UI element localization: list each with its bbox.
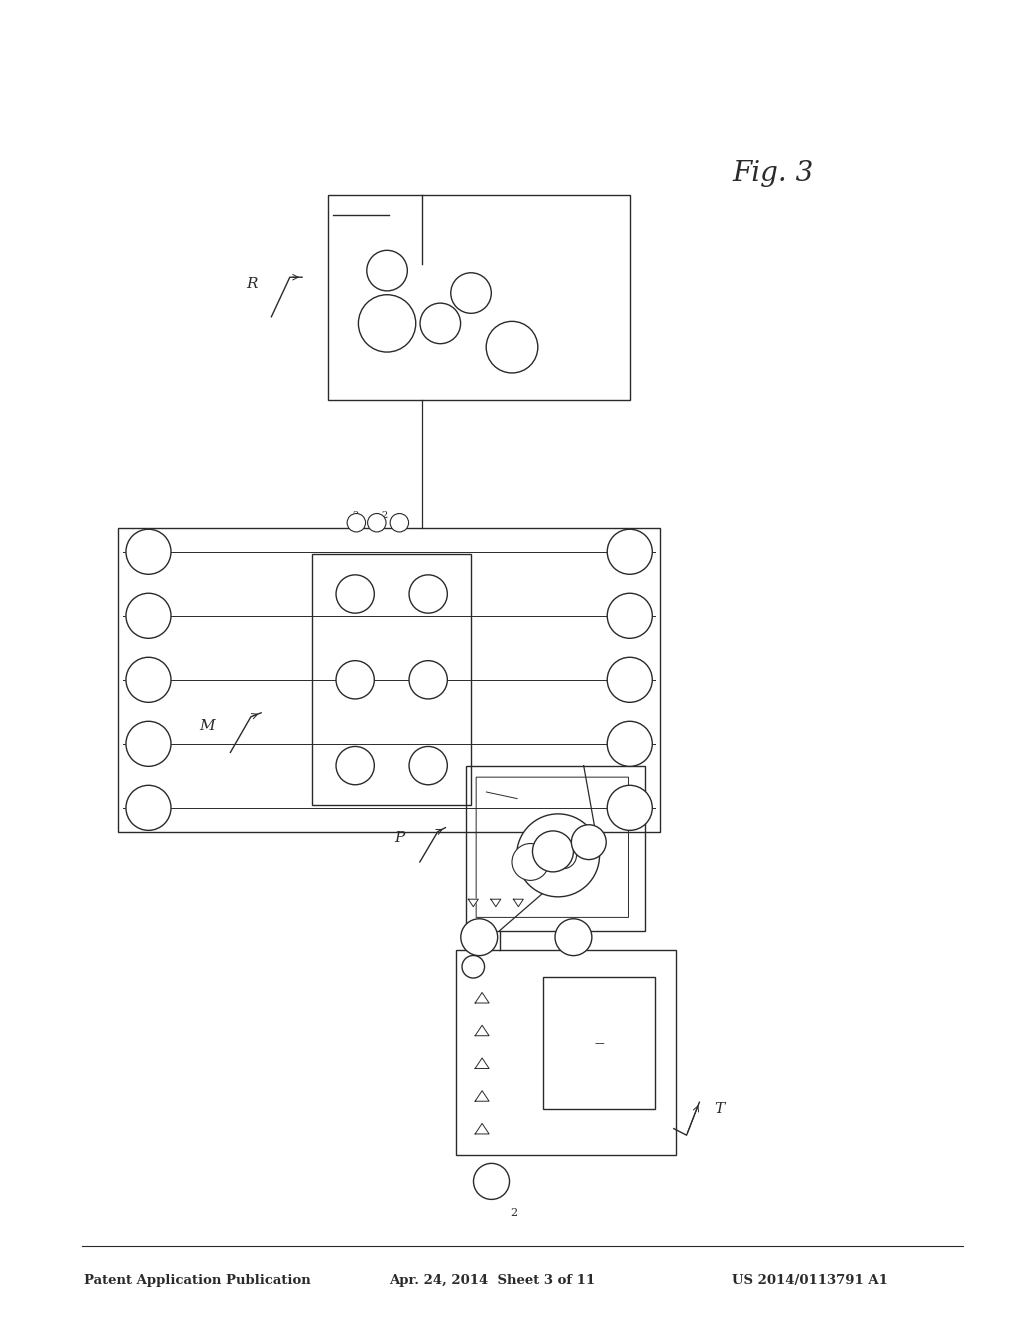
Circle shape [367,251,408,290]
Text: 2: 2 [381,511,387,520]
Circle shape [409,660,447,700]
Circle shape [512,843,549,880]
Text: 2: 2 [510,1208,517,1218]
Text: P: P [394,832,404,845]
Text: —: — [594,1038,604,1048]
Circle shape [126,657,171,702]
Circle shape [336,746,375,785]
Polygon shape [475,1057,489,1068]
Text: 2': 2' [466,933,475,942]
Text: Apr. 24, 2014  Sheet 3 of 11: Apr. 24, 2014 Sheet 3 of 11 [389,1274,595,1287]
Bar [543,977,655,1109]
Bar [456,950,676,1155]
Polygon shape [513,899,523,907]
Circle shape [461,919,498,956]
Bar [312,554,471,805]
Circle shape [420,304,461,343]
Circle shape [347,513,366,532]
Bar [118,528,660,832]
Circle shape [555,919,592,956]
Circle shape [409,574,447,614]
Circle shape [390,513,409,532]
Bar [466,766,645,931]
Circle shape [607,657,652,702]
Text: M: M [200,719,215,733]
Text: R: R [246,277,257,290]
Text: Patent Application Publication: Patent Application Publication [84,1274,310,1287]
Circle shape [607,785,652,830]
Circle shape [336,574,375,614]
Circle shape [517,814,600,896]
Circle shape [486,321,538,374]
Circle shape [368,513,386,532]
Text: US 2014/0113791 A1: US 2014/0113791 A1 [732,1274,888,1287]
Text: T: T [715,1102,725,1115]
Circle shape [532,830,573,873]
Circle shape [550,842,577,869]
Text: 2: 2 [540,828,546,837]
Circle shape [473,1163,510,1200]
Text: 2: 2 [352,511,358,520]
Circle shape [462,956,484,978]
Circle shape [126,721,171,767]
Circle shape [607,721,652,767]
Circle shape [571,825,606,859]
Circle shape [126,593,171,639]
Circle shape [336,660,375,700]
Polygon shape [468,899,478,907]
Bar [328,195,630,400]
Polygon shape [475,993,489,1003]
Circle shape [126,529,171,574]
Circle shape [607,529,652,574]
Polygon shape [475,1026,489,1036]
Polygon shape [490,899,501,907]
Circle shape [607,593,652,639]
Circle shape [358,294,416,352]
Polygon shape [475,1090,489,1101]
Circle shape [409,746,447,785]
Polygon shape [475,1123,489,1134]
Circle shape [451,273,492,313]
Circle shape [126,785,171,830]
Text: Fig. 3: Fig. 3 [732,161,813,187]
